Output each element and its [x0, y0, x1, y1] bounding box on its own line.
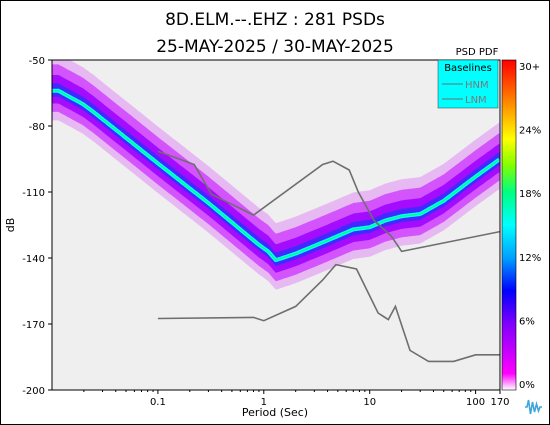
chart-subtitle: 25-MAY-2025 / 30-MAY-2025: [156, 37, 394, 57]
y-tick-label: -200: [22, 386, 45, 397]
colorbar-tick-label: 6%: [519, 316, 535, 327]
colorbar-tick-label: 30+: [519, 62, 540, 73]
x-tick-label: 100: [466, 397, 485, 408]
y-tick-label: -140: [22, 254, 45, 265]
legend-hnm-label: HNM: [465, 80, 489, 91]
chart-title: 8D.ELM.--.EHZ : 281 PSDs: [165, 10, 385, 30]
hnm-curve: [157, 263, 500, 363]
y-tick-label: -170: [22, 320, 45, 331]
lnm-curve: [157, 150, 500, 253]
colorbar-ticks: 30+ 24% 18% 12% 6% 0%: [519, 62, 541, 391]
colorbar-tick-label: 12%: [519, 253, 541, 264]
colorbar-tick-label: 18%: [519, 189, 541, 200]
x-axis-label: Period (Sec): [242, 406, 308, 419]
legend-title: Baselines: [444, 63, 492, 74]
y-tick-label: -80: [29, 122, 45, 133]
noise-model-layer: [157, 150, 500, 363]
y-tick-label: -110: [22, 188, 45, 199]
x-tick-label: 0.1: [150, 397, 166, 408]
legend-lnm-label: LNM: [465, 95, 487, 106]
y-axis: -50 -80 -110 -140 -170 -200: [22, 56, 52, 397]
x-tick-label: 10: [363, 397, 376, 408]
colorbar-tick-label: 0%: [519, 380, 535, 391]
y-tick-label: -50: [29, 56, 45, 67]
x-axis: 0.1 1 10 100 170: [83, 390, 510, 408]
colorbar-title: PSD PDF: [456, 47, 499, 58]
x-tick-label: 1: [261, 397, 267, 408]
x-tick-label: 170: [490, 397, 509, 408]
colorbar: [501, 59, 517, 391]
psd-mode-line: [52, 90, 500, 261]
plot-border: [51, 59, 501, 391]
colorbar-tick-label: 24%: [519, 126, 541, 137]
y-axis-label: dB: [4, 218, 17, 233]
waveform-logo-icon: [522, 396, 544, 418]
